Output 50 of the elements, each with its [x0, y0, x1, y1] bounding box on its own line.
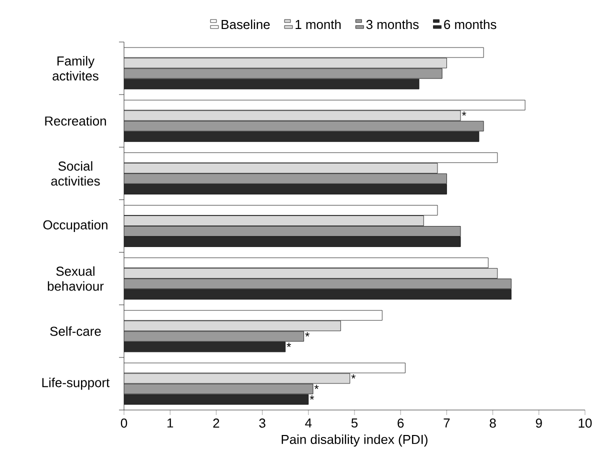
bar — [124, 184, 447, 194]
x-axis-title: Pain disability index (PDI) — [282, 434, 428, 447]
series-label: Baseline — [222, 20, 270, 30]
y-tick-label: Recreation — [45, 116, 106, 126]
x-tick-label: 5 — [351, 418, 358, 428]
bar — [124, 373, 350, 384]
data-label: * — [314, 384, 319, 390]
bar — [124, 110, 461, 121]
bar — [124, 394, 309, 405]
x-tick-label: 3 — [259, 418, 266, 428]
bar — [124, 216, 424, 226]
bar — [124, 236, 461, 247]
bar — [124, 278, 512, 290]
bar — [124, 78, 420, 90]
bar — [124, 289, 512, 300]
bar — [124, 331, 304, 342]
x-tick-label: 4 — [305, 418, 312, 428]
y-tick-label: Life-support — [42, 378, 110, 390]
x-tick-label: 1 — [167, 418, 174, 428]
legend-label: 3 months — [366, 20, 419, 30]
data-label: * — [286, 342, 292, 347]
x-tick-label: 9 — [536, 418, 542, 428]
bar — [124, 342, 286, 352]
y-tick-label: Occupation — [43, 220, 108, 232]
legend-label: 6 months — [444, 20, 496, 30]
data-label: * — [305, 332, 310, 336]
bar — [124, 131, 480, 142]
bar — [124, 384, 314, 394]
bar — [124, 68, 442, 79]
y-tick-label: Sexual behaviour — [48, 266, 104, 291]
data-label: * — [351, 374, 356, 379]
x-tick-label: 10 — [578, 418, 592, 428]
x-tick-label: 8 — [490, 418, 496, 428]
y-tick-label: Social activities — [51, 161, 100, 186]
x-tick-label: 0 — [120, 418, 128, 428]
legend-label: 1 month — [296, 20, 341, 30]
x-tick-label: 6 — [398, 418, 404, 428]
bar — [124, 320, 341, 332]
bar — [124, 58, 447, 68]
data-label: * — [310, 395, 314, 400]
data-label: * — [462, 112, 466, 116]
x-tick-label: 7 — [444, 418, 450, 428]
bar — [124, 226, 461, 236]
bar — [124, 268, 498, 279]
bar — [124, 162, 438, 174]
bar — [124, 173, 447, 184]
y-tick-label: Self-care — [50, 326, 101, 336]
x-tick-label: 2 — [213, 418, 220, 428]
y-tick-label: Family activites — [52, 56, 98, 81]
bar — [124, 120, 484, 132]
